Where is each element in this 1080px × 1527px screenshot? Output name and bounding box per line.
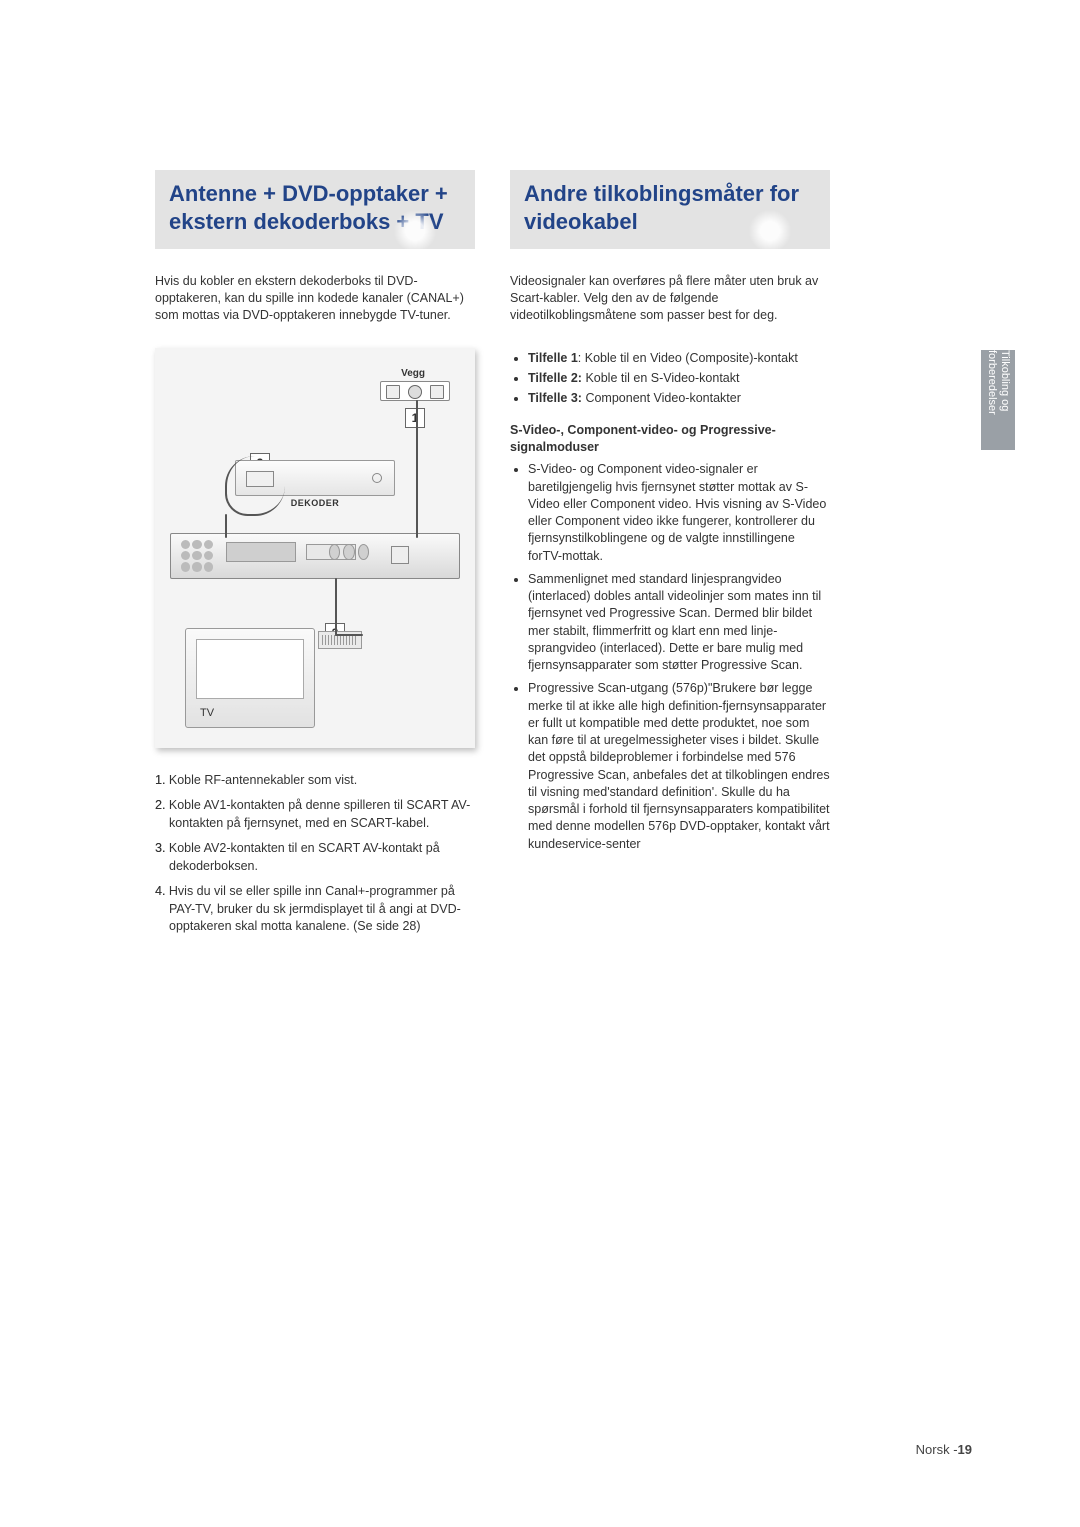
right-column: Andre tilkoblingsmåter for videokabel Vi… bbox=[510, 170, 830, 944]
bullet-item: S-Video- og Component video-signaler er … bbox=[528, 461, 830, 565]
tv-label: TV bbox=[200, 707, 214, 719]
step-item: 4. Hvis du vil se eller spille inn Canal… bbox=[169, 883, 475, 936]
step-item: 3. Koble AV2-kontakten til en SCART AV-k… bbox=[169, 840, 475, 875]
left-column: Antenne + DVD-opptaker + ekstern dekoder… bbox=[155, 170, 475, 944]
footer-lang: Norsk - bbox=[916, 1442, 958, 1457]
tv-unit-icon: TV bbox=[185, 628, 315, 728]
connection-diagram: Vegg 1 3 DEKODER 2 TV bbox=[155, 348, 475, 748]
left-title: Antenne + DVD-opptaker + ekstern dekoder… bbox=[155, 170, 475, 249]
case-item: Tilfelle 3: Component Video-kontakter bbox=[528, 388, 830, 408]
right-subhead: S-Video-, Component-video- og Progressiv… bbox=[510, 422, 830, 456]
page-footer: Norsk -19 bbox=[916, 1442, 972, 1457]
right-title: Andre tilkoblingsmåter for videokabel bbox=[510, 170, 830, 249]
decoder-label: DEKODER bbox=[291, 498, 340, 508]
case-list: Tilfelle 1: Koble til en Video (Composit… bbox=[510, 348, 830, 408]
left-intro: Hvis du kobler en ekstern dekoderboks ti… bbox=[155, 273, 475, 324]
bullet-item: Progressive Scan-utgang (576p)"Brukere b… bbox=[528, 680, 830, 853]
case-item: Tilfelle 2: Koble til en S-Video-kontakt bbox=[528, 368, 830, 388]
cable-1-icon bbox=[416, 400, 418, 538]
wall-plate-icon bbox=[380, 381, 450, 401]
footer-page: 19 bbox=[958, 1442, 972, 1457]
step-item: 1. Koble RF-antennekabler som vist. bbox=[169, 772, 475, 790]
section-tab: Tilkobling og forberedelser bbox=[981, 350, 1015, 450]
left-steps: 1. Koble RF-antennekabler som vist. 2. K… bbox=[155, 772, 475, 936]
right-bullets: S-Video- og Component video-signaler er … bbox=[510, 461, 830, 853]
callout-1: 1 bbox=[405, 408, 425, 428]
right-intro: Videosignaler kan overføres på flere måt… bbox=[510, 273, 830, 324]
wall-label: Vegg bbox=[401, 368, 425, 379]
step-item: 2. Koble AV1-kontakten på denne spillere… bbox=[169, 797, 475, 832]
cable-2-icon bbox=[335, 578, 337, 636]
cable-3-icon bbox=[225, 456, 285, 516]
bullet-item: Sammenlignet med standard linjesprangvid… bbox=[528, 571, 830, 675]
case-item: Tilfelle 1: Koble til en Video (Composit… bbox=[528, 348, 830, 368]
dvd-recorder-icon bbox=[170, 533, 460, 579]
